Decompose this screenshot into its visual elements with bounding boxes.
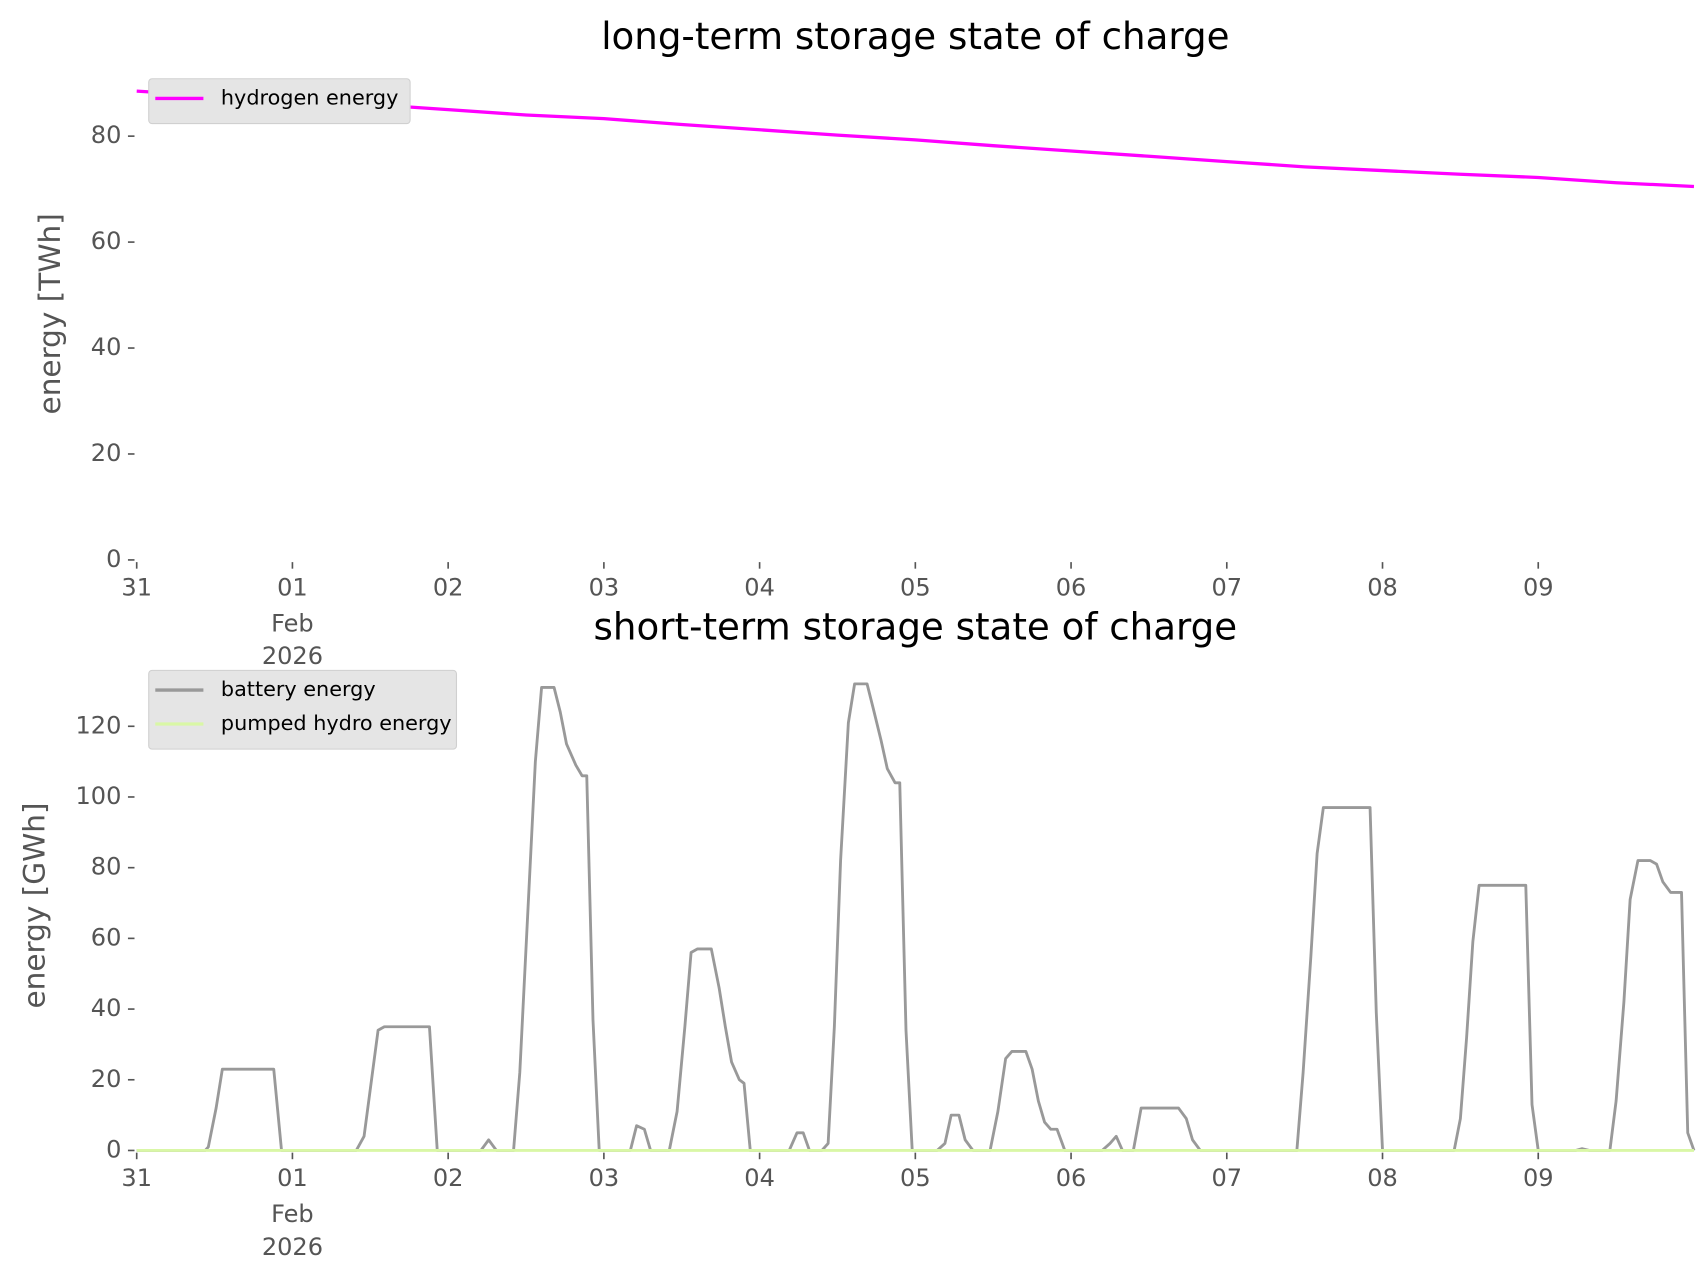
y-tick-label: 40 xyxy=(91,994,122,1022)
y-tick-label: 120 xyxy=(75,711,121,739)
x-tick-month: Feb xyxy=(271,609,314,637)
x-tick-year: 2026 xyxy=(262,1233,323,1261)
x-tick-label: 31 xyxy=(121,573,152,601)
chart-title: long-term storage state of charge xyxy=(601,14,1229,58)
y-tick-label: 80 xyxy=(91,853,122,881)
legend-box xyxy=(148,78,411,125)
x-tick-label: 04 xyxy=(744,1164,775,1192)
x-tick-month: Feb xyxy=(271,1200,314,1228)
y-tick-label: 40 xyxy=(91,333,122,361)
x-tick-label: 02 xyxy=(433,1164,464,1192)
legend-label: hydrogen energy xyxy=(221,85,399,109)
x-tick-label: 01 xyxy=(277,573,308,601)
y-tick-label: 80 xyxy=(91,121,122,149)
data-line xyxy=(136,682,1696,1152)
x-tick-label: 07 xyxy=(1211,573,1242,601)
y-tick-label: 100 xyxy=(75,782,121,810)
y-axis-label: energy [TWh] xyxy=(33,213,67,414)
x-tick-label: 07 xyxy=(1211,1164,1242,1192)
x-tick-label: 06 xyxy=(1056,573,1087,601)
legend-box xyxy=(148,669,458,750)
x-tick-label: 05 xyxy=(900,573,931,601)
y-tick-label: 20 xyxy=(91,1065,122,1093)
y-tick-label: 20 xyxy=(91,439,122,467)
chart-title: short-term storage state of charge xyxy=(594,604,1238,648)
x-tick-label: 09 xyxy=(1523,573,1554,601)
y-tick-label: 0 xyxy=(106,1135,121,1163)
x-tick-label: 31 xyxy=(121,1164,152,1192)
y-axis-label: energy [GWh] xyxy=(18,802,52,1008)
x-tick-label: 01 xyxy=(277,1164,308,1192)
x-tick-label: 03 xyxy=(589,1164,620,1192)
x-tick-label: 05 xyxy=(900,1164,931,1192)
y-tick-label: 60 xyxy=(91,923,122,951)
legend-label: battery energy xyxy=(221,677,376,701)
x-tick-label: 08 xyxy=(1367,1164,1398,1192)
x-tick-label: 09 xyxy=(1523,1164,1554,1192)
y-tick-label: 60 xyxy=(91,227,122,255)
legend-label: pumped hydro energy xyxy=(221,711,452,735)
x-tick-label: 06 xyxy=(1056,1164,1087,1192)
x-tick-year: 2026 xyxy=(262,642,323,670)
x-tick-label: 08 xyxy=(1367,573,1398,601)
y-tick-label: 0 xyxy=(106,545,121,573)
x-tick-label: 02 xyxy=(433,573,464,601)
x-tick-label: 03 xyxy=(589,573,620,601)
x-tick-label: 04 xyxy=(744,573,775,601)
